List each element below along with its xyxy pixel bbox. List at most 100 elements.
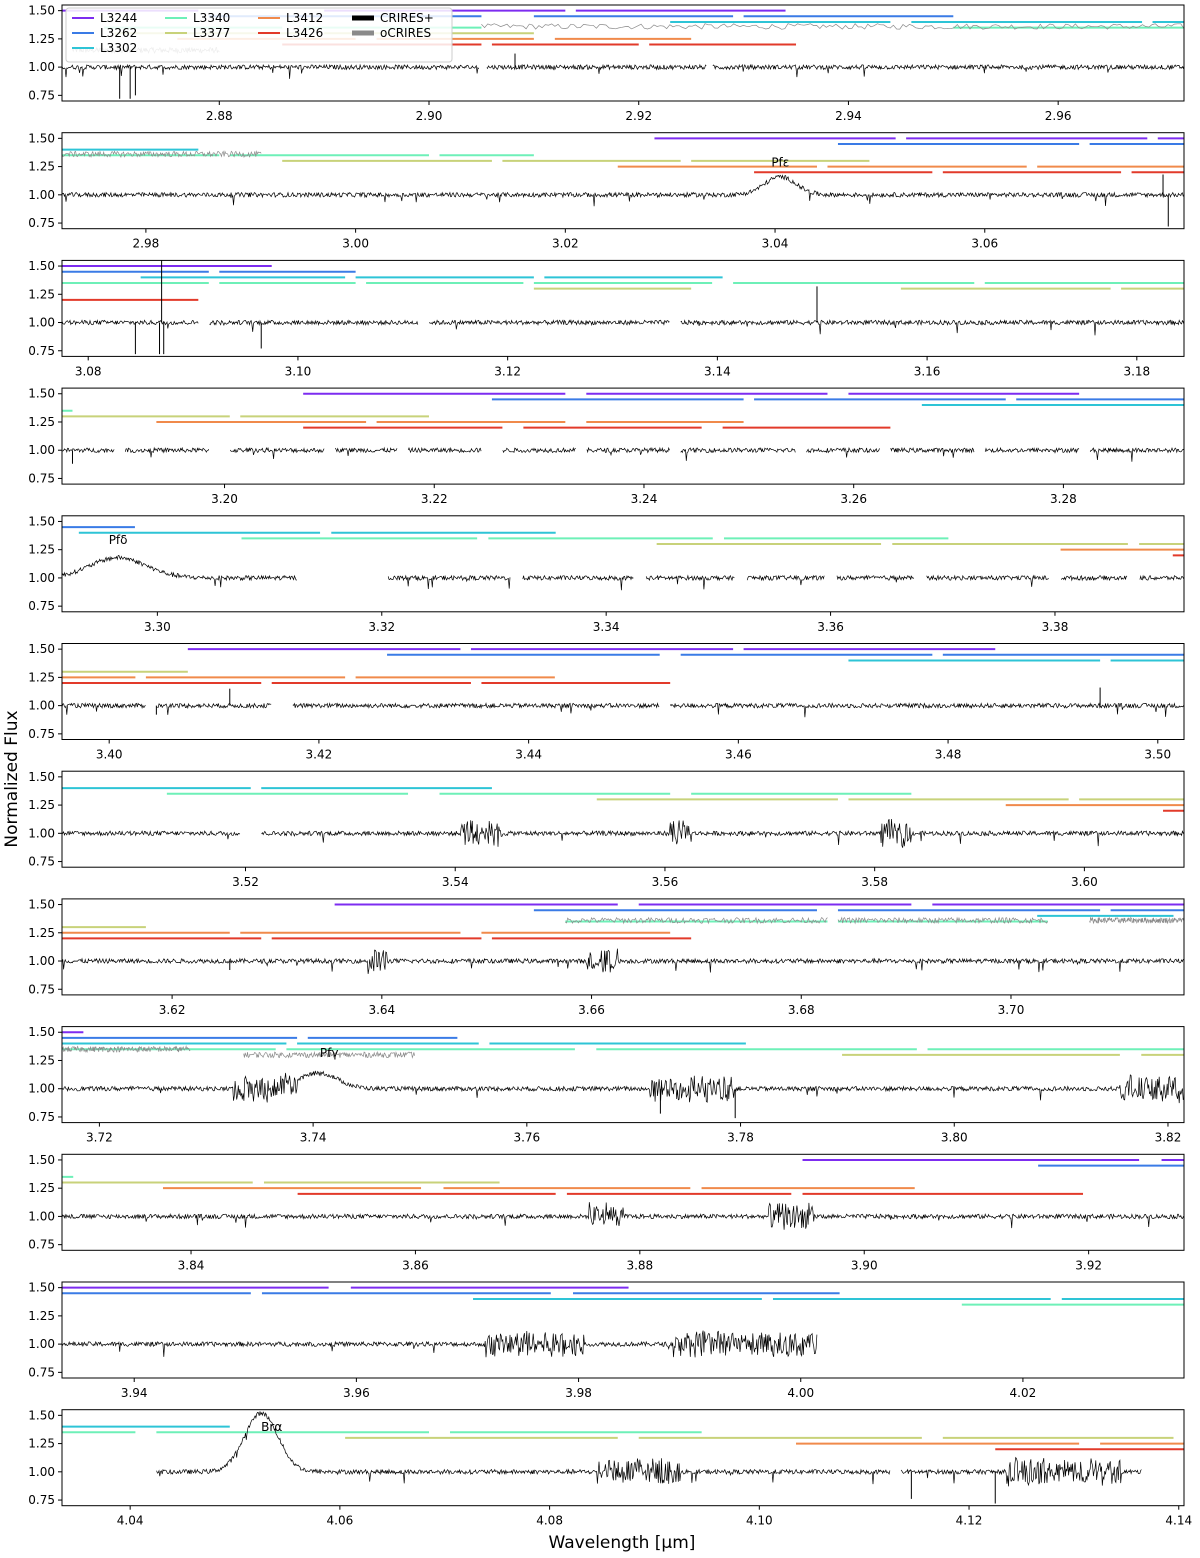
line-annotation: Pfγ xyxy=(320,1046,339,1060)
crires-spectrum xyxy=(62,948,1184,974)
crires-spectrum xyxy=(62,818,1184,848)
x-tick-label: 3.02 xyxy=(552,237,579,251)
legend-box xyxy=(65,7,453,63)
y-tick-label: 1.25 xyxy=(28,287,55,301)
crires-spectrum xyxy=(62,319,1184,336)
ocrires-spectrum xyxy=(1089,916,1184,925)
x-tick-label: 3.84 xyxy=(178,1258,205,1272)
x-tick-label: 3.66 xyxy=(578,1003,605,1017)
spectrum-panel-2: Pfε 0.75 1.00 1.25 1.50 2.98 3.00 3.02 3.04 3.06 xyxy=(28,131,1185,251)
y-tick-label: 0.75 xyxy=(28,216,55,230)
x-tick-label: 3.76 xyxy=(513,1131,540,1145)
panel-frame xyxy=(61,1153,1185,1251)
y-tick-label: 0.75 xyxy=(28,1110,55,1124)
y-tick-label: 1.25 xyxy=(28,415,55,429)
y-tick-label: 0.75 xyxy=(28,855,55,869)
x-tick-label: 3.30 xyxy=(144,620,171,634)
y-tick-label: 1.25 xyxy=(28,1437,55,1451)
x-tick-label: 4.14 xyxy=(1165,1514,1192,1528)
y-tick-label: 1.25 xyxy=(28,670,55,684)
panels-container: 0.75 1.00 1.25 1.50 2.88 2.90 2.92 2.94 2.96 Pfε 0… xyxy=(28,4,1192,1528)
y-tick-label: 0.75 xyxy=(28,88,55,102)
x-tick-label: 3.86 xyxy=(402,1258,429,1272)
line-annotation: Pfδ xyxy=(109,533,128,547)
x-tick-label: 4.00 xyxy=(787,1386,814,1400)
legend-label: L3426 xyxy=(286,26,323,40)
plot-area xyxy=(62,1286,1184,1358)
legend-label: L3262 xyxy=(100,26,137,40)
x-tick-label: 3.94 xyxy=(121,1386,148,1400)
y-tick-label: 1.50 xyxy=(28,1153,55,1167)
y-tick-label: 1.50 xyxy=(28,898,55,912)
line-annotation: Pfε xyxy=(771,156,789,170)
panel-frame xyxy=(61,1281,1185,1379)
x-tick-label: 3.46 xyxy=(725,748,752,762)
y-tick-label: 1.00 xyxy=(28,571,55,585)
x-tick-label: 2.90 xyxy=(416,109,443,123)
y-tick-label: 1.50 xyxy=(28,642,55,656)
y-tick-label: 1.00 xyxy=(28,316,55,330)
y-tick-label: 1.50 xyxy=(28,1281,55,1295)
legend-label: CRIRES+ xyxy=(380,11,434,25)
y-tick-label: 1.50 xyxy=(28,4,55,18)
spectrum-panel-7: 0.75 1.00 1.25 1.50 3.52 3.54 3.56 3.58 3.60 xyxy=(28,770,1185,889)
y-tick-label: 1.00 xyxy=(28,60,55,74)
x-tick-label: 4.12 xyxy=(956,1514,983,1528)
x-tick-label: 4.06 xyxy=(327,1514,354,1528)
spectrum-panel-6: 0.75 1.00 1.25 1.50 3.40 3.42 3.44 3.46 3.48 3.50 xyxy=(28,642,1185,762)
x-tick-label: 3.50 xyxy=(1144,748,1171,762)
x-tick-label: 3.96 xyxy=(343,1386,370,1400)
x-tick-label: 3.70 xyxy=(998,1003,1025,1017)
x-tick-label: 3.20 xyxy=(211,492,238,506)
crires-spectrum xyxy=(62,1202,1184,1230)
x-tick-label: 3.82 xyxy=(1155,1131,1182,1145)
ocrires-spectrum xyxy=(62,150,262,158)
x-tick-label: 3.54 xyxy=(442,875,469,889)
spectrum-panel-8: 0.75 1.00 1.25 1.50 3.62 3.64 3.66 3.68 3.70 xyxy=(28,898,1185,1017)
x-tick-label: 3.04 xyxy=(762,237,789,251)
x-tick-label: 2.98 xyxy=(133,237,160,251)
panel-frame xyxy=(61,259,1185,357)
x-tick-label: 3.62 xyxy=(159,1003,186,1017)
x-tick-label: 3.18 xyxy=(1123,364,1150,378)
legend-label: L3244 xyxy=(100,11,137,25)
panel-frame xyxy=(61,4,1185,102)
y-tick-label: 0.75 xyxy=(28,471,55,485)
spectrum-panel-5: Pfδ 0.75 1.00 1.25 1.50 3.30 3.32 3.34 3.36 3.38 xyxy=(28,514,1185,634)
ocrires-spectrum xyxy=(481,23,1184,30)
panel-frame xyxy=(61,1409,1185,1507)
crires-spectrum xyxy=(62,63,1184,79)
spectrum-panel-9: Pfγ 0.75 1.00 1.25 1.50 3.72 3.74 3.76 3.78 3.80 3… xyxy=(28,1025,1185,1145)
x-tick-label: 2.94 xyxy=(835,109,862,123)
crires-spectrum xyxy=(62,174,1184,207)
x-tick-label: 2.96 xyxy=(1045,109,1072,123)
x-tick-label: 3.90 xyxy=(851,1258,878,1272)
x-tick-label: 3.68 xyxy=(788,1003,815,1017)
y-tick-label: 1.50 xyxy=(28,770,55,784)
y-tick-label: 1.25 xyxy=(28,798,55,812)
x-tick-label: 3.42 xyxy=(306,748,333,762)
panel-frame xyxy=(61,387,1185,485)
ocrires-spectrum xyxy=(837,916,1049,925)
legend-label: L3302 xyxy=(100,41,137,55)
x-tick-label: 4.08 xyxy=(536,1514,563,1528)
ocrires-spectrum xyxy=(62,1045,191,1054)
crires-spectrum xyxy=(62,702,1184,718)
y-tick-label: 1.00 xyxy=(28,1337,55,1351)
plot-area: Brα xyxy=(62,1411,1184,1504)
plot-area xyxy=(62,787,1184,848)
panel-frame xyxy=(61,770,1185,868)
x-tick-label: 3.14 xyxy=(704,364,731,378)
spectrum-panel-12: Brα 0.75 1.00 1.25 1.50 4.04 4.06 4.08 4.10 4.12 4… xyxy=(28,1408,1192,1527)
x-tick-label: 3.00 xyxy=(342,237,369,251)
y-tick-label: 1.00 xyxy=(28,443,55,457)
legend-label: L3377 xyxy=(193,26,230,40)
x-tick-label: 3.24 xyxy=(631,492,658,506)
y-tick-label: 1.25 xyxy=(28,32,55,46)
ocrires-spectrum xyxy=(565,916,828,925)
x-tick-label: 3.60 xyxy=(1071,875,1098,889)
plot-area xyxy=(62,1158,1184,1230)
panel-frame xyxy=(61,515,1185,613)
ocrires-spectrum xyxy=(243,1050,415,1059)
x-tick-label: 3.22 xyxy=(421,492,448,506)
